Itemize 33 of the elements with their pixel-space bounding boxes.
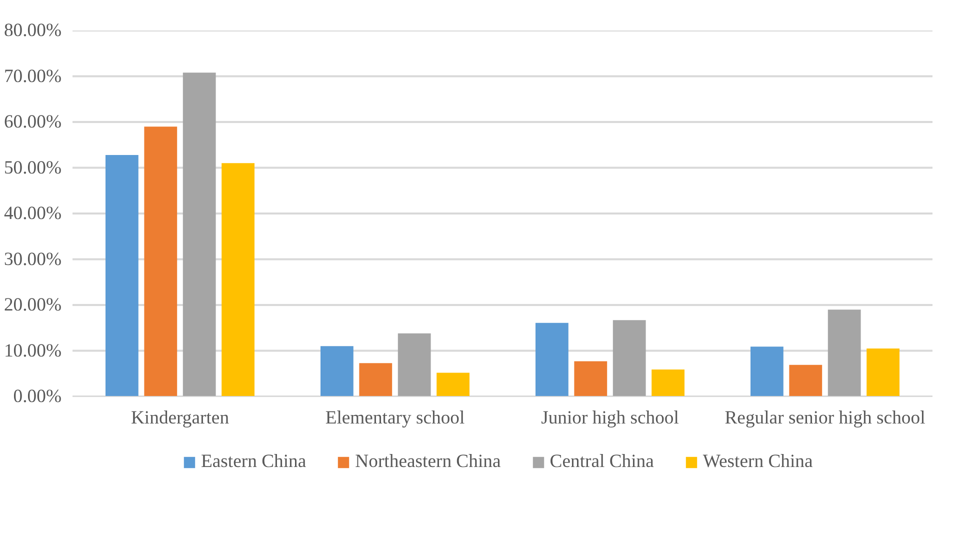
bar — [750, 346, 784, 396]
bar — [222, 163, 254, 396]
bar — [612, 320, 646, 396]
y-tick-label: 0.00% — [13, 386, 62, 407]
bar — [828, 310, 861, 396]
legend-label: Central China — [550, 451, 654, 473]
y-tick-label: 10.00% — [4, 340, 62, 362]
bar — [436, 372, 470, 396]
legend-label: Western China — [702, 451, 813, 473]
y-tick-label: 40.00% — [4, 203, 62, 224]
y-tick-label: 30.00% — [4, 248, 62, 270]
legend-label: Eastern China — [201, 451, 306, 473]
bar — [574, 361, 608, 396]
y-tick-label: 60.00% — [4, 112, 62, 132]
x-tick-label: Kindergarten — [130, 408, 230, 428]
bar — [144, 126, 178, 396]
legend-label: Northeastern China — [355, 451, 501, 473]
y-tick-label: 20.00% — [4, 294, 62, 316]
x-tick-label: Junior high school — [541, 408, 679, 428]
y-tick-label: 80.00% — [4, 20, 62, 41]
bar — [866, 348, 900, 396]
y-tick-label: 50.00% — [4, 157, 62, 178]
bar — [536, 322, 568, 396]
y-tick-label: 70.00% — [4, 66, 62, 87]
bar — [398, 333, 431, 396]
bar — [320, 346, 354, 396]
bar — [182, 72, 216, 396]
bar — [789, 364, 822, 396]
bar — [106, 154, 138, 396]
x-tick-label: Elementary school — [325, 408, 465, 428]
bar — [652, 370, 684, 396]
x-tick-label: Regular senior high school — [724, 408, 926, 428]
bar — [359, 363, 392, 396]
